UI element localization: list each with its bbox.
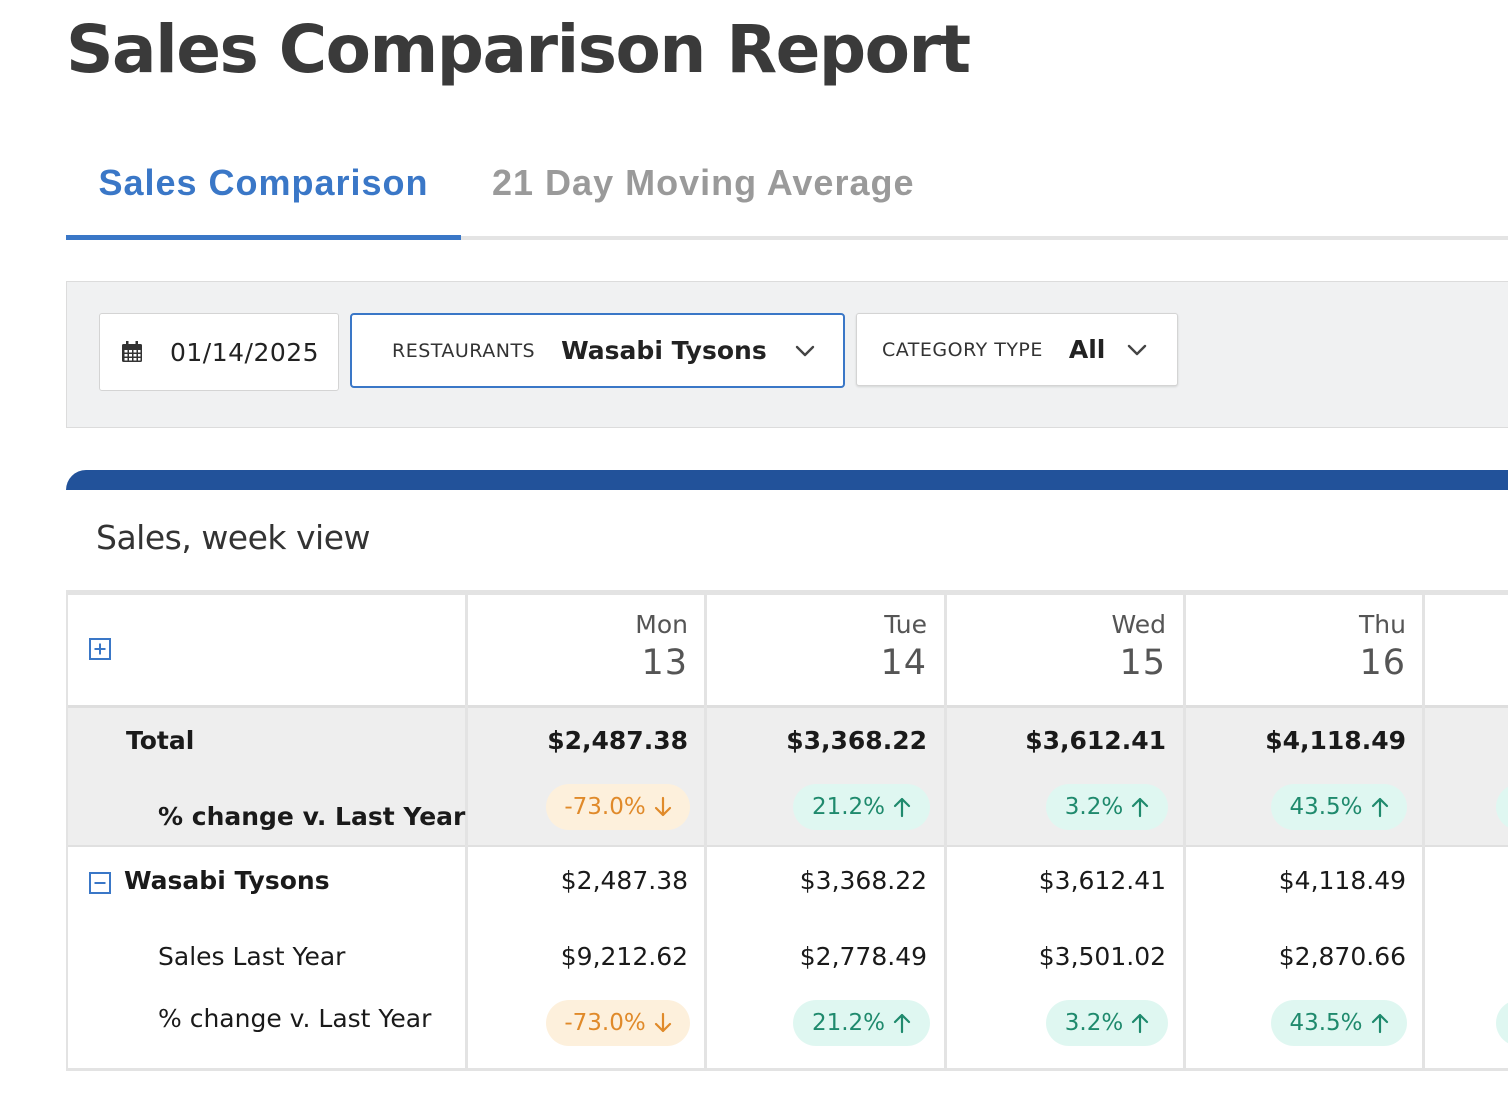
restaurant-change-badge-tue: 21.2% <box>793 1000 930 1046</box>
category-type-dropdown[interactable]: CATEGORY TYPE All <box>856 313 1178 386</box>
change-value: 21.2% <box>811 1010 886 1036</box>
total-value-thu: $4,118.49 <box>1265 726 1406 755</box>
last-year-value-tue: $2,778.49 <box>799 942 927 971</box>
sales-last-year-label: Sales Last Year <box>158 942 346 971</box>
day-number: 13 <box>641 643 688 683</box>
arrow-down-icon <box>654 1012 671 1033</box>
day-name: Thu <box>1359 610 1406 639</box>
last-year-value-thu: $2,870.66 <box>1278 942 1406 971</box>
arrow-down-icon <box>654 796 671 817</box>
restaurant-change-badge-wed: 3.2% <box>1046 1000 1168 1046</box>
arrow-up-icon <box>893 1013 911 1034</box>
restaurant-change-badge-thu: 43.5% <box>1271 1000 1407 1046</box>
last-year-value-wed: $3,501.02 <box>1038 942 1166 971</box>
total-change-badge-wed: 3.2% <box>1046 784 1168 830</box>
total-change-badge-thu: 43.5% <box>1271 784 1407 830</box>
day-number: 16 <box>1359 643 1406 683</box>
column-divider <box>465 595 468 1068</box>
day-header-wed: Wed 15 <box>946 595 1166 705</box>
total-row-label: Total <box>126 726 195 755</box>
total-change-badge-tue: 21.2% <box>793 784 930 830</box>
change-badge-partial <box>1496 784 1508 830</box>
chevron-down-icon <box>795 345 814 356</box>
change-value: -73.0% <box>564 794 646 820</box>
restaurants-value: Wasabi Tysons <box>561 336 767 365</box>
page-title: Sales Comparison Report <box>66 11 971 88</box>
category-type-value: All <box>1068 335 1106 364</box>
tab-bar: Sales Comparison 21 Day Moving Average <box>66 150 1508 240</box>
last-year-value-mon: $9,212.62 <box>560 942 688 971</box>
restaurants-dropdown[interactable]: RESTAURANTS Wasabi Tysons <box>350 313 845 388</box>
sales-table: Mon 13 Tue 14 Wed 15 Thu 16 Total $2,487… <box>66 590 1508 1071</box>
change-value: 3.2% <box>1064 1010 1124 1036</box>
day-header-mon: Mon 13 <box>468 595 688 705</box>
table-header-row: Mon 13 Tue 14 Wed 15 Thu 16 <box>68 595 1508 705</box>
date-picker[interactable]: 01/14/2025 <box>99 313 339 391</box>
restaurant-change-badge-mon: -73.0% <box>546 1000 690 1046</box>
total-value-wed: $3,612.41 <box>1025 726 1166 755</box>
minus-square-icon[interactable] <box>89 872 111 894</box>
filter-bar: 01/14/2025 RESTAURANTS Wasabi Tysons CAT… <box>66 281 1508 428</box>
total-change-badge-mon: -73.0% <box>546 784 690 830</box>
total-change-label: % change v. Last Year <box>158 802 466 831</box>
total-value-tue: $3,368.22 <box>786 726 927 755</box>
column-divider <box>1422 595 1425 1068</box>
calendar-icon <box>122 341 142 362</box>
arrow-up-icon <box>1132 797 1149 818</box>
day-name: Mon <box>635 610 688 639</box>
total-value-mon: $2,487.38 <box>547 726 688 755</box>
change-badge-partial <box>1496 1000 1508 1046</box>
day-number: 15 <box>1119 643 1166 683</box>
arrow-up-icon <box>893 797 911 818</box>
day-number: 14 <box>880 643 927 683</box>
day-header-tue: Tue 14 <box>707 595 927 705</box>
change-value: 21.2% <box>811 794 886 820</box>
total-row-band <box>68 705 1508 847</box>
arrow-up-icon <box>1371 1013 1388 1034</box>
arrow-up-icon <box>1132 1013 1149 1034</box>
restaurant-value-tue: $3,368.22 <box>799 866 927 895</box>
change-value: 43.5% <box>1289 794 1363 820</box>
arrow-up-icon <box>1371 797 1388 818</box>
change-value: 3.2% <box>1064 794 1124 820</box>
change-value: 43.5% <box>1289 1010 1363 1036</box>
restaurant-row-label[interactable]: Wasabi Tysons <box>124 866 330 895</box>
restaurant-value-mon: $2,487.38 <box>560 866 688 895</box>
day-name: Wed <box>1111 610 1166 639</box>
restaurant-value-thu: $4,118.49 <box>1278 866 1406 895</box>
date-value: 01/14/2025 <box>170 337 320 367</box>
restaurants-label: RESTAURANTS <box>392 339 536 362</box>
category-type-label: CATEGORY TYPE <box>882 338 1043 361</box>
tab-21-day-moving-average[interactable]: 21 Day Moving Average <box>492 162 915 203</box>
day-name: Tue <box>884 610 927 639</box>
plus-square-icon[interactable] <box>89 638 111 660</box>
tab-sales-comparison[interactable]: Sales Comparison <box>66 150 461 240</box>
column-divider <box>944 595 947 1068</box>
restaurant-change-label: % change v. Last Year <box>158 1004 432 1033</box>
restaurant-value-wed: $3,612.41 <box>1038 866 1166 895</box>
section-header-band <box>66 470 1508 490</box>
section-title: Sales, week view <box>96 518 371 557</box>
change-value: -73.0% <box>564 1010 646 1036</box>
day-header-thu: Thu 16 <box>1186 595 1406 705</box>
column-divider <box>704 595 707 1068</box>
column-divider <box>1183 595 1186 1068</box>
chevron-down-icon <box>1128 344 1147 355</box>
